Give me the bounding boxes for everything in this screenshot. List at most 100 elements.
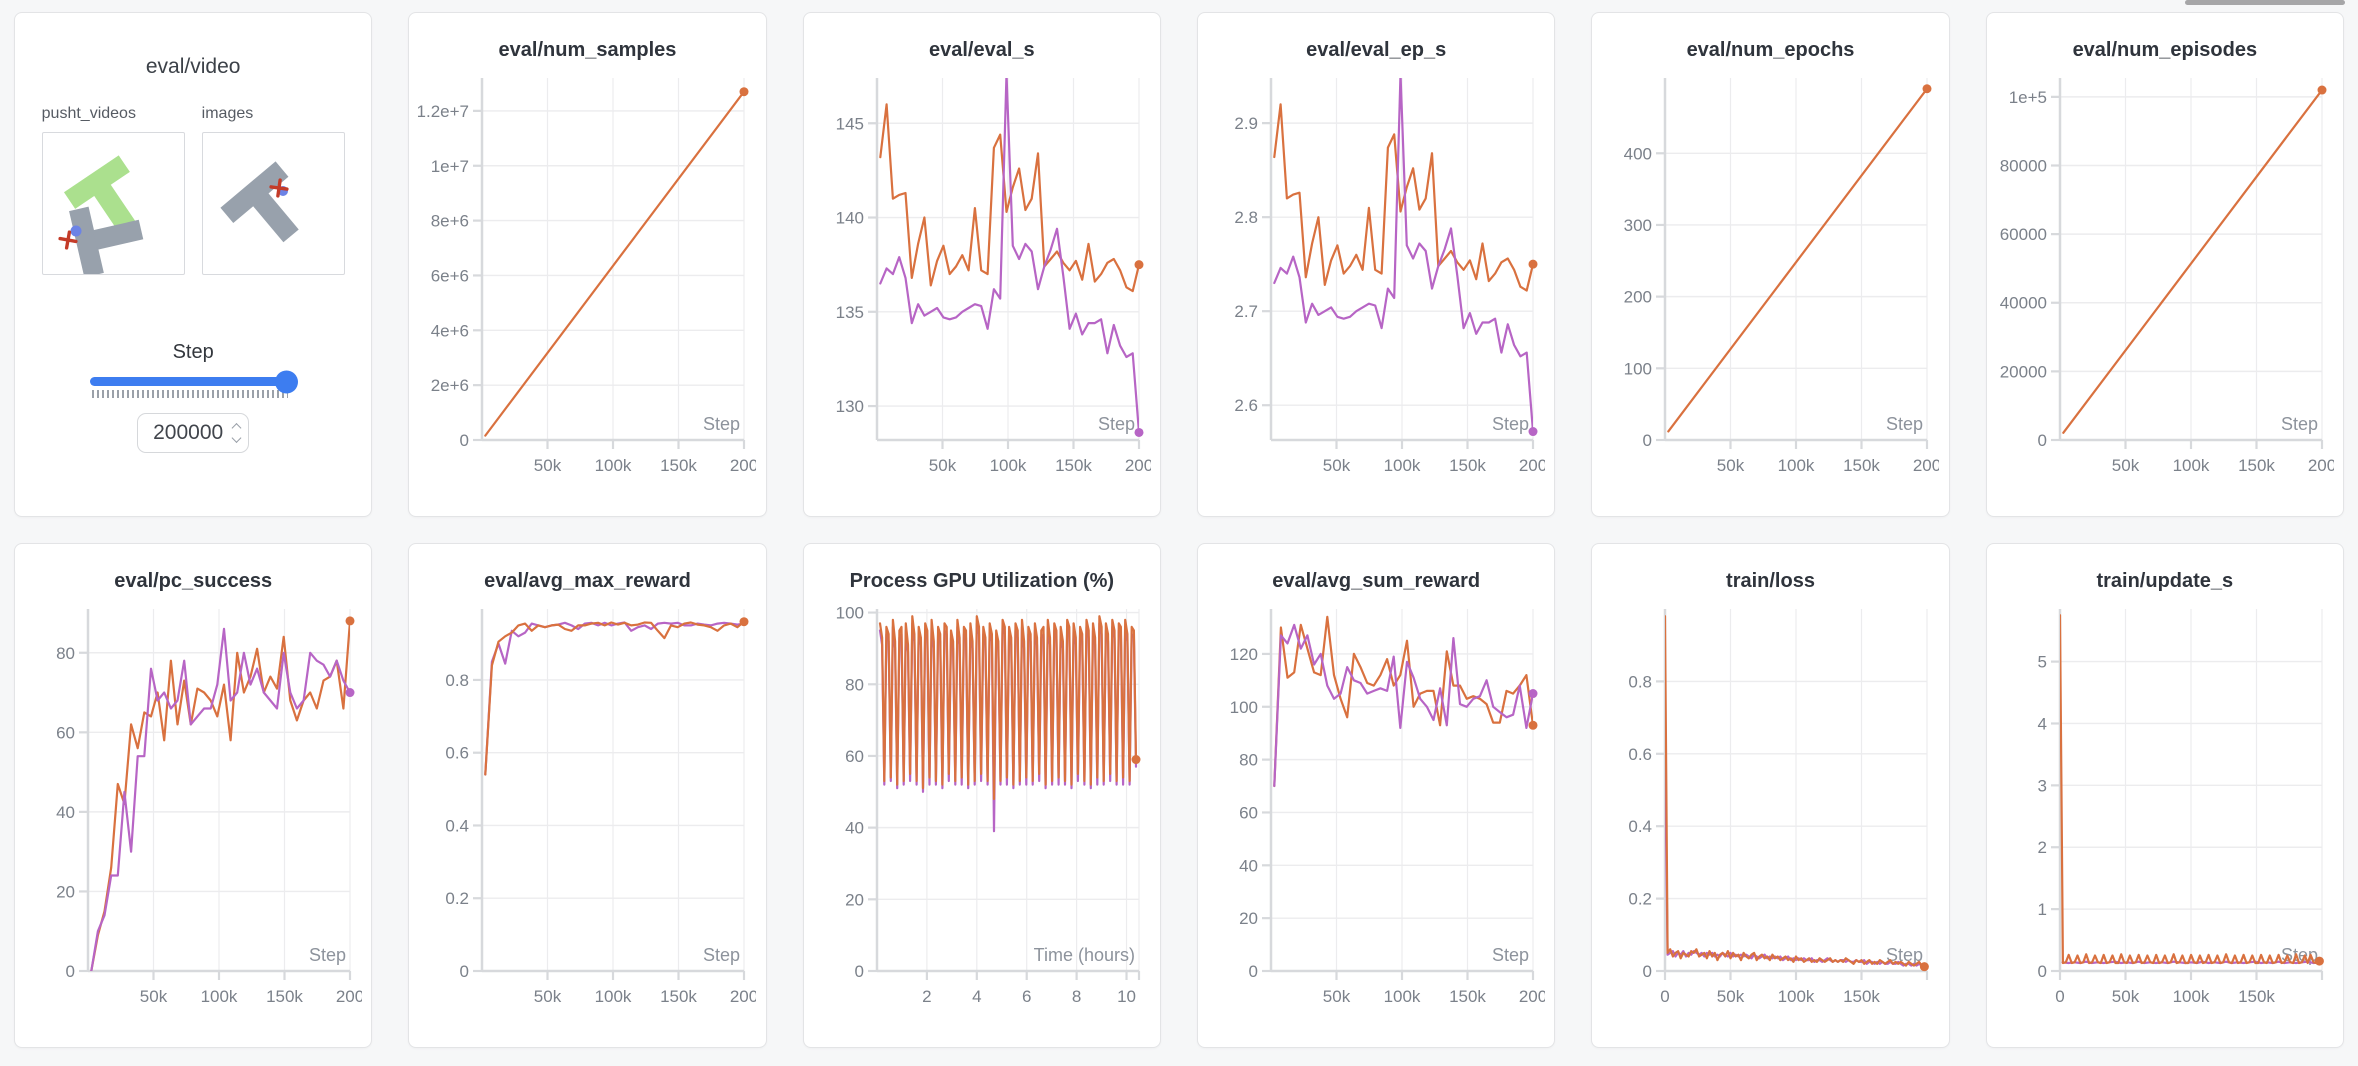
chart-plot: 50k 100k 150k 200 0 20000 40000 60000 80000 1e+5 S… [2000,78,2334,475]
decrement-icon[interactable] [231,433,242,443]
slider-thumb[interactable] [275,370,299,393]
chart-title: eval/eval_ep_s [1306,39,1447,61]
svg-text:Time (hours): Time (hours) [1033,945,1134,965]
media-thumbnails: pusht_videos [41,105,345,275]
chart-panel-eval-num-samples[interactable]: eval/num_samples 50k 100k 150k 200 0 2e+6 4e+6… [408,12,767,517]
svg-text:4e+6: 4e+6 [431,321,469,340]
svg-text:2: 2 [922,987,931,1006]
svg-text:100k: 100k [1384,456,1421,475]
chart-panel-train-loss[interactable]: train/loss 0 50k 100k 150k 0 0.2 0.4 0.6 0.8 Step [1591,543,1950,1048]
step-slider-label: Step [172,341,214,363]
chart-panel-eval-num-epochs[interactable]: eval/num_epochs 50k 100k 150k 200 0 100 200 300… [1591,12,1950,517]
svg-text:40: 40 [845,819,864,838]
svg-text:150k: 150k [661,456,698,475]
horizontal-scrollbar-thumb[interactable] [2185,0,2345,5]
svg-text:2e+6: 2e+6 [431,376,469,395]
svg-text:4: 4 [972,987,981,1006]
svg-text:50k: 50k [929,456,957,475]
chart-title: eval/pc_success [114,570,273,592]
increment-icon[interactable] [231,423,242,433]
gray-t-shape [68,206,143,274]
svg-text:100: 100 [1624,359,1652,378]
image-thumb-label: images [201,105,254,122]
chart-panel-eval-avg-sum-reward[interactable]: eval/avg_sum_reward 50k 100k 150k 200 0 20 40 6… [1197,543,1556,1048]
video-thumb-label: pusht_videos [41,105,136,122]
svg-text:8: 8 [1072,987,1081,1006]
chart-panel-eval-pc-success[interactable]: eval/pc_success 50k 100k 150k 200 0 20 40 60 80 S… [14,543,373,1048]
chart-plot: 0 50k 100k 150k 0 0.2 0.4 0.6 0.8 Step [1629,609,1930,1006]
svg-text:145: 145 [835,114,863,133]
chart-panel-process-gpu-utilization[interactable]: Process GPU Utilization (%) 2 4 6 8 10 0 20 40 6… [802,543,1161,1048]
svg-text:0: 0 [460,962,469,981]
step-input[interactable] [137,413,250,453]
svg-text:1: 1 [2037,900,2046,919]
chart-panel-eval-avg-max-reward[interactable]: eval/avg_max_reward 50k 100k 150k 200 0 0.2 0.… [408,543,767,1048]
svg-text:20000: 20000 [2000,362,2047,381]
svg-text:2.6: 2.6 [1235,396,1259,415]
svg-text:50k: 50k [2112,987,2140,1006]
goal-cross-icon [269,178,289,198]
panel-eval-video[interactable]: eval/video pusht_videos [14,12,373,517]
svg-text:6: 6 [1022,987,1031,1006]
chart-plot: 50k 100k 150k 200 0 20 40 60 80 100 120 Step [1230,609,1545,1006]
svg-text:200: 200 [1624,288,1652,307]
green-t-shape [63,155,137,235]
svg-text:20: 20 [1239,909,1258,928]
svg-text:50k: 50k [1323,456,1351,475]
svg-text:20: 20 [56,882,75,901]
chart-title: train/update_s [2096,570,2234,592]
chart-panel-train-update-s[interactable]: train/update_s 0 50k 100k 150k 0 1 2 3 4 5 Step [1985,543,2344,1048]
svg-text:50k: 50k [1717,456,1745,475]
chart-panel-eval-eval-s[interactable]: eval/eval_s 50k 100k 150k 200 130 135 140 145 St… [802,12,1161,517]
chart-title: train/loss [1726,570,1815,592]
step-value-input[interactable] [138,414,249,452]
svg-text:200: 200 [1519,987,1545,1006]
gray-t-shape [220,161,299,243]
svg-text:0: 0 [2055,987,2064,1006]
stepper-arrows[interactable] [231,423,242,443]
svg-text:100k: 100k [1384,987,1421,1006]
svg-text:0: 0 [460,431,469,450]
svg-text:2.7: 2.7 [1235,302,1259,321]
svg-text:100k: 100k [2172,987,2209,1006]
slider-track[interactable] [90,370,299,393]
svg-text:6e+6: 6e+6 [431,266,469,285]
chart-plot: 50k 100k 150k 200 0 20 40 60 80 Step [56,609,362,1006]
svg-text:135: 135 [835,303,863,322]
svg-text:400: 400 [1624,144,1652,163]
chart-panel-eval-eval-ep-s[interactable]: eval/eval_ep_s 50k 100k 150k 200 2.6 2.7 2.8 2.… [1197,12,1556,517]
svg-text:80000: 80000 [2000,156,2047,175]
svg-text:Step: Step [1492,414,1529,434]
svg-text:0.2: 0.2 [446,889,470,908]
chart-title: eval/num_samples [498,39,677,61]
goal-cross-icon [58,230,78,250]
svg-text:80: 80 [845,675,864,694]
svg-text:Step: Step [703,945,740,965]
svg-text:0: 0 [1643,962,1652,981]
svg-text:100k: 100k [201,987,238,1006]
svg-text:100: 100 [835,604,863,623]
chart-title: eval/avg_sum_reward [1272,570,1481,592]
svg-text:Step: Step [1886,945,1923,965]
svg-text:150k: 150k [1055,456,1092,475]
svg-text:200: 200 [2308,456,2334,475]
chart-title: eval/num_episodes [2072,39,2258,61]
svg-text:60: 60 [56,723,75,742]
chart-title: eval/eval_s [929,39,1035,61]
svg-text:120: 120 [1230,645,1258,664]
svg-text:0: 0 [2037,431,2046,450]
pusht-video-thumbnail[interactable] [41,132,185,275]
chart-panel-eval-num-episodes[interactable]: eval/num_episodes 50k 100k 150k 200 0 20000 40… [1985,12,2344,517]
svg-text:1.2e+7: 1.2e+7 [418,102,469,121]
svg-text:3: 3 [2037,776,2046,795]
svg-text:10: 10 [1117,987,1136,1006]
svg-text:150k: 150k [266,987,303,1006]
step-slider[interactable] [90,370,299,398]
chart-plot: 50k 100k 150k 200 0 2e+6 4e+6 6e+6 8e+6 1e+7 1.2e+… [418,78,756,475]
image-thumbnail[interactable] [201,132,345,275]
svg-text:200: 200 [336,987,362,1006]
svg-text:1e+7: 1e+7 [431,157,469,176]
chart-title: Process GPU Utilization (%) [849,570,1115,592]
svg-text:80: 80 [1239,751,1258,770]
svg-text:4: 4 [2037,714,2046,733]
